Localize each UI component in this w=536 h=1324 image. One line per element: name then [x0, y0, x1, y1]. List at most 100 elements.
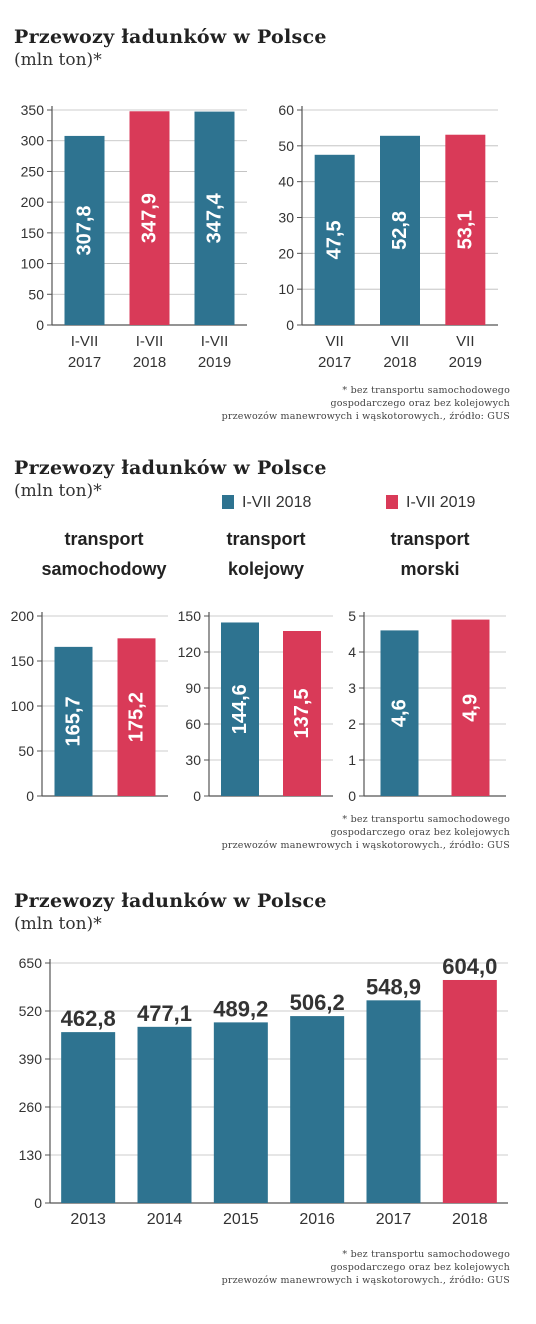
y-tick-label: 100 [21, 256, 45, 272]
bar [117, 638, 156, 796]
y-tick-label: 130 [19, 1147, 43, 1163]
bar-value-label: 144,6 [229, 684, 251, 734]
footnote-line: * bez transportu samochodowego [342, 814, 510, 825]
x-category-label: 2017 [318, 354, 351, 371]
legend-swatch [222, 495, 234, 509]
bar [61, 1032, 116, 1203]
bar-value-label: 489,2 [213, 996, 268, 1021]
section-3-title: Przewozy ładunków w Polsce [14, 890, 327, 912]
y-tick-label: 60 [278, 102, 294, 118]
bar [137, 1026, 192, 1203]
bar [314, 154, 355, 325]
footnote-line: gospodarczego oraz bez kolejowych [330, 398, 510, 409]
x-category-label: 2019 [198, 354, 231, 371]
y-tick-label: 200 [21, 194, 45, 210]
y-tick-label: 520 [19, 1003, 43, 1019]
panel-title-kolejowy: transport kolejowy [196, 524, 336, 584]
chart-1: 0 50 100 150 200 250 300 350 307,8 I-VII 2017 347,9… [21, 102, 247, 371]
y-tick-label: 3 [348, 680, 356, 696]
y-tick-label: 50 [18, 743, 34, 759]
y-tick-label: 100 [11, 698, 35, 714]
y-tick-label: 0 [193, 788, 201, 804]
section-3-footnote: * bez transportu samochodowego gospodarc… [222, 1248, 510, 1287]
bar [213, 1022, 268, 1203]
section-2-unit: (mln ton)* [14, 481, 102, 501]
x-category-label: 2014 [147, 1211, 183, 1228]
footnote-line: gospodarczego oraz bez kolejowych [330, 827, 510, 838]
bar [129, 111, 170, 325]
y-tick-label: 150 [11, 653, 35, 669]
y-tick-label: 4 [348, 644, 356, 660]
chart-3: 0 50 100 150 200 165,7 175,2 [11, 608, 168, 804]
x-category-label: 2013 [70, 1211, 106, 1228]
x-category-label: VII [391, 333, 409, 350]
chart-2: 0 10 20 30 40 50 60 47,5 VII 2017 52,8 VII 2018 53,1 V… [278, 102, 498, 371]
panel-title-line: kolejowy [227, 559, 305, 579]
y-tick-label: 250 [21, 163, 45, 179]
bar [64, 135, 105, 325]
section-1-footnote: * bez transportu samochodowego gospodarc… [222, 384, 510, 423]
bar-value-label: 462,8 [61, 1006, 116, 1031]
footnote-line: przewozów manewrowych i wąskotorowych., … [221, 840, 510, 851]
y-tick-label: 50 [278, 138, 294, 154]
x-category-label: 2018 [133, 354, 166, 371]
y-tick-label: 300 [21, 133, 45, 149]
bar-value-label: 52,8 [389, 211, 411, 250]
y-tick-label: 0 [348, 788, 356, 804]
chart-4: 0 30 60 90 120 150 144,6 137,5 [178, 608, 333, 804]
panel-title-line: morski [400, 559, 460, 579]
footnote-line: gospodarczego oraz bez kolejowych [330, 1262, 510, 1273]
bar-value-label: 347,4 [204, 192, 226, 243]
section-3-unit: (mln ton)* [14, 914, 102, 934]
chart-6: 0 130 260 390 520 650 462,8 2013 477,1 2014 489,2 2… [19, 954, 508, 1228]
legend-item-2018: I-VII 2018 [222, 494, 311, 512]
bar-value-label: 506,2 [290, 990, 345, 1015]
bar [366, 1000, 421, 1203]
x-category-label: 2018 [383, 354, 416, 371]
bar-value-label: 4,9 [460, 694, 482, 722]
section-2-title: Przewozy ładunków w Polsce [14, 457, 327, 479]
bar [221, 622, 259, 796]
bar [445, 134, 486, 325]
y-tick-label: 1 [348, 752, 356, 768]
y-tick-label: 150 [178, 608, 202, 624]
x-category-label: 2017 [68, 354, 101, 371]
y-tick-label: 260 [19, 1099, 43, 1115]
y-tick-label: 2 [348, 716, 356, 732]
bar-value-label: 137,5 [291, 688, 313, 738]
bar-value-label: 47,5 [324, 220, 346, 259]
bar-value-label: 477,1 [137, 1001, 192, 1026]
x-category-label: 2018 [452, 1211, 488, 1228]
footnote-line: przewozów manewrowych i wąskotorowych., … [221, 411, 510, 422]
y-tick-label: 90 [185, 680, 201, 696]
section-2-footnote: * bez transportu samochodowego gospodarc… [222, 813, 510, 852]
y-tick-label: 0 [34, 1195, 42, 1211]
bar [380, 630, 419, 796]
y-tick-label: 120 [178, 644, 202, 660]
legend-item-2019: I-VII 2019 [386, 494, 475, 512]
bar-value-label: 53,1 [454, 210, 476, 249]
bar [442, 979, 497, 1203]
y-tick-label: 60 [185, 716, 201, 732]
y-tick-label: 30 [278, 210, 294, 226]
bar [290, 1016, 345, 1203]
bar [194, 111, 235, 326]
x-category-label: VII [325, 333, 343, 350]
legend-label: I-VII 2019 [406, 494, 476, 511]
bar [283, 631, 321, 796]
bar [451, 619, 490, 796]
y-tick-label: 150 [21, 225, 45, 241]
x-category-label: I-VII [136, 333, 164, 350]
bar-value-label: 347,9 [139, 193, 161, 243]
y-tick-label: 650 [19, 955, 43, 971]
legend-swatch [386, 495, 398, 509]
bar-value-label: 548,9 [366, 974, 421, 999]
y-tick-label: 390 [19, 1051, 43, 1067]
footnote-line: * bez transportu samochodowego [342, 1249, 510, 1260]
panel-title-line: transport [64, 529, 144, 549]
bar-value-label: 165,7 [63, 696, 85, 746]
bar [380, 135, 420, 325]
bar-value-label: 4,6 [389, 699, 411, 727]
y-tick-label: 350 [21, 102, 45, 118]
x-category-label: I-VII [201, 333, 229, 350]
